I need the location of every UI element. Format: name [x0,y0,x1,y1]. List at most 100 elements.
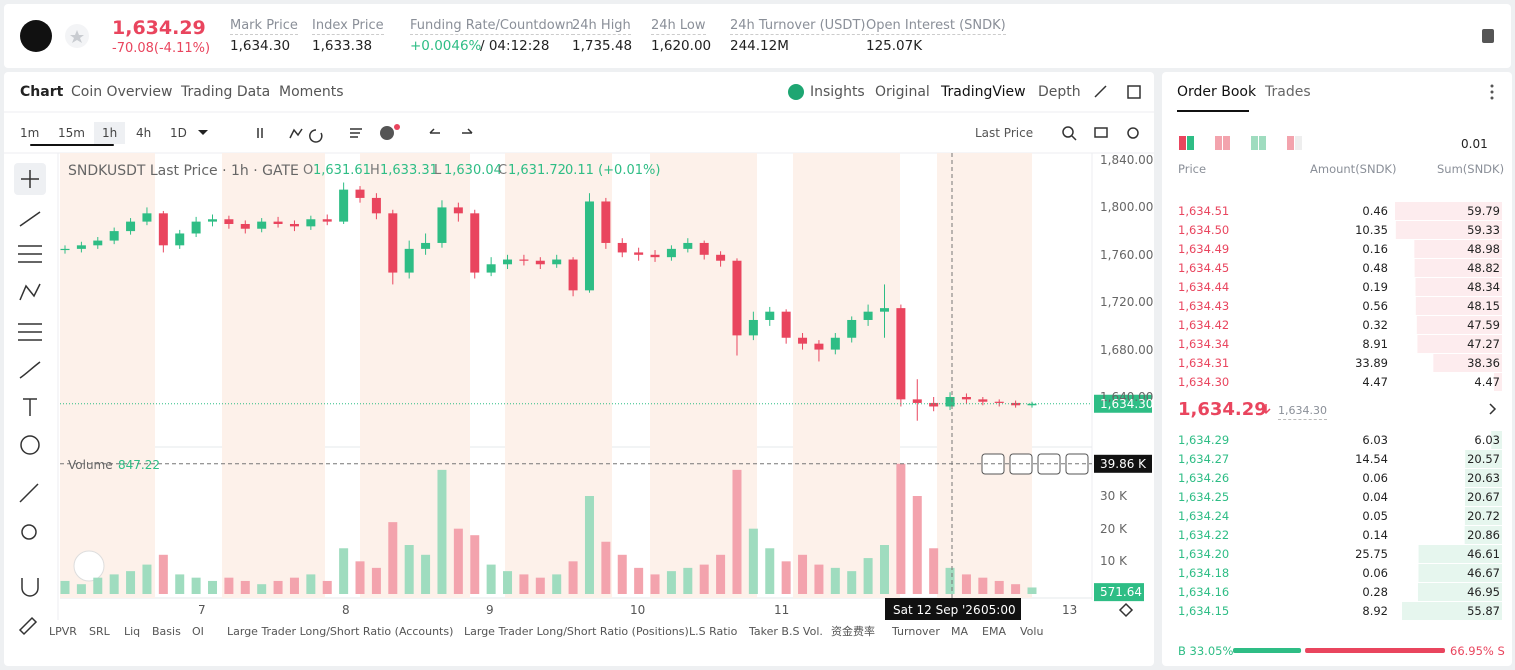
view-tab[interactable]: Original [875,84,930,100]
column-header: Price [1178,162,1207,176]
candle-body [371,197,381,214]
depth-bar [1494,373,1502,391]
indicator[interactable]: 资金费率 [831,625,875,638]
candle-body [503,259,513,265]
vol-tag-label: 39.86 K [1100,456,1147,471]
volume-bar [404,545,414,594]
crosshair-date: Sat 12 Sep '26 [893,603,981,617]
indicator[interactable]: Large Trader Long/Short Ratio (Accounts) [227,625,454,638]
indicator[interactable]: Large Trader Long/Short Ratio (Positions… [464,625,689,638]
header [4,4,1511,68]
indicator[interactable]: OI [192,625,204,638]
volume-bar [191,577,201,594]
dropdown[interactable] [198,130,208,135]
candle-body [273,221,283,224]
indicator[interactable]: LPVR [49,625,77,638]
book-amount: 0.05 [1362,509,1388,523]
y-tick-label: 1,760.00 [1100,247,1154,262]
indicator[interactable]: MA [951,625,969,638]
indicator[interactable]: Volu [1020,625,1044,638]
volume-bar [240,580,250,594]
candle-body [716,254,726,261]
view-tab[interactable]: TradingView [941,84,1026,100]
ohlc-value: 1,630.04 [444,163,502,178]
book-price: 1,634.27 [1178,452,1230,466]
tab[interactable]: Moments [279,84,344,100]
stat-value: 1,633.38 [312,38,373,54]
candle-body [76,245,86,249]
indicator[interactable]: Taker B.S Vol. [749,625,823,638]
add-indicator[interactable] [380,126,394,140]
book-price: 1,634.15 [1178,604,1230,618]
price-source[interactable]: Last Price [975,126,1034,140]
timeframe[interactable]: 1h [94,122,126,144]
candle-body [814,343,824,350]
precision[interactable]: 0.01 [1461,137,1488,151]
y-tick-label: 1,640.00 [1100,390,1154,404]
tab[interactable]: Trading Data [181,84,271,100]
timeframe[interactable]: 15m [58,126,85,140]
indicator[interactable]: Turnover [892,625,940,638]
tab[interactable]: Chart [20,84,64,100]
volume-bar [371,567,381,594]
candle-body [683,242,693,249]
depth-bar [1433,354,1502,372]
ohlc-value: 1,633.31 [380,163,438,178]
candle-body [978,399,988,402]
book-tab[interactable]: Trades [1265,84,1311,100]
book-mark-price: 1,634.30 [1278,403,1327,420]
volume-bar [1011,584,1021,594]
timeframe[interactable]: 1m [20,126,40,140]
timeframe[interactable]: 1D [170,126,187,140]
book-sum: 4.47 [1474,375,1500,389]
depth-bar [1465,450,1502,468]
indicator[interactable]: Basis [152,625,181,638]
tv-logo [73,550,105,582]
indicator[interactable]: L.S Ratio [689,625,738,638]
volume-bar [699,564,709,594]
menu-dot[interactable] [1490,90,1494,94]
book-amount: 8.92 [1362,604,1388,618]
candle-body [142,213,152,222]
book-price: 1,634.43 [1178,299,1230,313]
vol-tick-label: 30 K [1100,489,1127,503]
crosshair-time: 05:00 [981,603,1016,617]
candle-body [257,221,267,229]
depth-bar [1395,202,1502,220]
depth-bar [1418,564,1502,582]
book-amount: 0.06 [1362,566,1388,580]
candle-body [568,259,578,291]
stat-value: / 04:12:28 [480,38,550,54]
volume-bar [994,580,1004,594]
price-change: -70.08(-4.11%) [112,41,211,56]
candle-body [765,311,775,320]
volume-bar [175,574,185,594]
volume-bar [60,580,70,594]
volume-bar [208,580,218,594]
book-sum: 20.67 [1467,490,1500,504]
tab[interactable]: Coin Overview [71,84,173,100]
book-amount: 0.32 [1362,318,1388,332]
book-sum: 20.72 [1467,509,1500,523]
candle-body [175,233,185,246]
candle-body [929,402,939,407]
view-tab[interactable]: Insights [810,84,865,100]
volume-bar [929,548,939,594]
book-sum: 48.34 [1467,280,1500,294]
depth-bar [1402,602,1502,620]
column-header: Amount(SNDK) [1310,162,1397,176]
session-shading [60,153,1032,598]
indicator[interactable]: EMA [982,625,1006,638]
doc-icon[interactable] [1482,29,1494,43]
indicator[interactable]: Liq [124,625,141,638]
candle-body [470,213,480,273]
indicator[interactable]: SRL [89,625,110,638]
timeframe[interactable]: 4h [136,126,152,140]
candle-body [1027,403,1037,406]
candle-body [912,399,922,403]
volume-bar [519,574,529,594]
candle-body [60,248,70,251]
book-tab[interactable]: Order Book [1177,84,1257,100]
book-amount: 25.75 [1355,547,1388,561]
view-tab[interactable]: Depth [1038,84,1081,100]
